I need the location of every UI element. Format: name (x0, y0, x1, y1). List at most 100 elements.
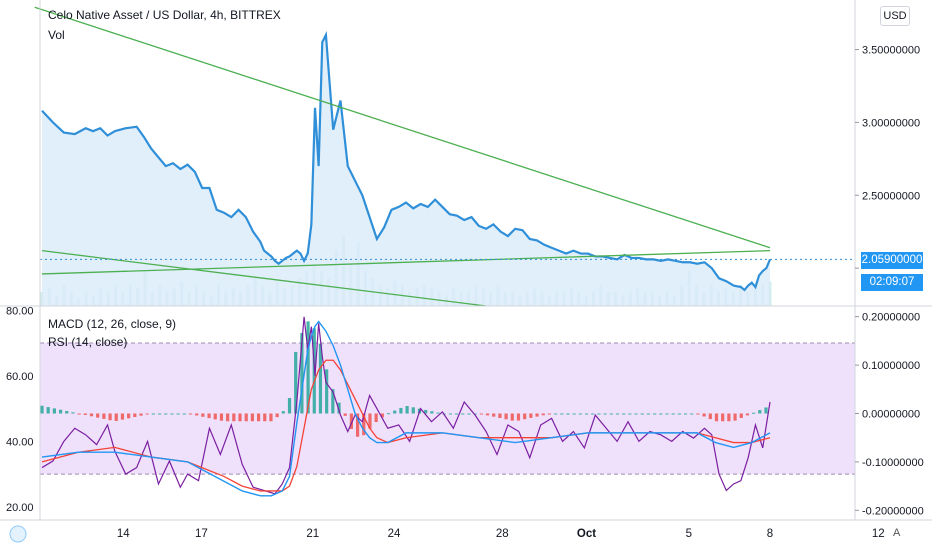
macd-histogram-bar (603, 413, 607, 415)
time-tick-label: 14 (117, 528, 130, 540)
macd-histogram-bar (176, 413, 180, 415)
macd-histogram-bar (275, 413, 279, 418)
macd-histogram-bar (578, 413, 582, 415)
price-tick-label: 3.50000000 (862, 45, 920, 57)
macd-histogram-bar (114, 413, 118, 421)
macd-histogram-bar (535, 413, 539, 417)
macd-tick-label: 0.10000000 (862, 360, 920, 372)
macd-line (41, 320, 771, 497)
macd-histogram-bar (281, 411, 285, 414)
macd-histogram-bar (96, 413, 100, 418)
macd-histogram-bar (226, 413, 230, 422)
macd-histogram-bar (690, 413, 694, 415)
macd-histogram-bar (646, 413, 651, 415)
macd-histogram-bar (325, 369, 329, 414)
macd-histogram-bar (399, 407, 403, 414)
macd-histogram-bar (653, 413, 657, 415)
time-tick-label: 5 (686, 528, 692, 540)
macd-histogram-bar (355, 413, 360, 437)
macd-histogram-bar (65, 411, 69, 414)
macd-histogram-bar (572, 413, 576, 415)
volume-label: Vol (48, 28, 65, 42)
time-tick-label: 28 (496, 528, 509, 540)
macd-histogram-bar (479, 413, 483, 415)
macd-histogram-bar (752, 412, 756, 414)
macd-histogram-bar (436, 412, 440, 414)
macd-histogram-bar (702, 413, 706, 417)
macd-histogram-bar (300, 332, 304, 414)
macd-histogram-bar (386, 413, 391, 415)
macd-histogram-bar (362, 413, 366, 436)
macd-histogram-bar (677, 413, 681, 415)
currency-button[interactable]: USD (880, 6, 910, 26)
macd-histogram-bar (244, 413, 248, 422)
macd-histogram-bar (108, 413, 112, 421)
price-area (42, 34, 770, 306)
macd-histogram-bar (343, 413, 347, 416)
price-tick-label: 3.00000000 (862, 117, 920, 129)
price-tick-label: 2.50000000 (862, 190, 920, 202)
macd-histogram-bar (77, 413, 81, 415)
macd-histogram-bar (250, 413, 254, 422)
time-tick-label: 12 (872, 528, 885, 540)
macd-histogram-bar (170, 413, 174, 415)
macd-histogram-bar (733, 413, 737, 421)
auto-scale-button[interactable]: A (893, 527, 901, 539)
macd-histogram-bar (498, 413, 502, 418)
macd-histogram-bar (628, 413, 632, 415)
time-tick-label: 8 (767, 528, 773, 540)
macd-histogram-bar (337, 402, 341, 414)
macd-legend[interactable]: MACD (12, 26, close, 9) (48, 317, 177, 331)
macd-histogram-bar (213, 413, 217, 420)
macd-histogram-bar (188, 413, 193, 415)
macd-histogram-bar (696, 413, 700, 415)
macd-histogram-bar (40, 405, 44, 414)
macd-histogram-bar (671, 413, 675, 415)
macd-histogram-bar (554, 413, 558, 415)
time-tick-label: 21 (306, 528, 319, 540)
macd-histogram-bar (739, 413, 743, 418)
macd-tick-label: -0.20000000 (862, 505, 924, 517)
rsi-tick-label: 20.00 (6, 502, 34, 514)
macd-histogram-bar (510, 413, 514, 421)
price-pane (34, 6, 855, 307)
macd-histogram-bar (615, 413, 620, 415)
macd-histogram-bar (120, 413, 125, 420)
macd-histogram-bar (232, 413, 236, 422)
macd-histogram-bar (640, 413, 644, 415)
rsi-band (40, 343, 855, 475)
macd-histogram-bar (591, 413, 595, 415)
trendline (34, 6, 771, 249)
macd-histogram-bar (263, 413, 267, 422)
macd-histogram-bar (448, 413, 453, 415)
macd-histogram-bar (182, 413, 186, 415)
macd-histogram-bar (467, 413, 471, 415)
macd-histogram-bar (71, 412, 75, 414)
macd-histogram-bar (151, 413, 155, 415)
macd-tick-label: -0.10000000 (862, 457, 924, 469)
macd-histogram-bar (566, 413, 570, 415)
rsi-tick-label: 60.00 (6, 371, 34, 383)
last-price-tag: 2.05900000 (861, 252, 923, 269)
macd-histogram-bar (349, 413, 353, 429)
macd-histogram-bar (139, 413, 143, 416)
macd-histogram-bar (745, 413, 750, 416)
macd-histogram-bar (547, 413, 552, 415)
macd-histogram-bar (454, 413, 459, 415)
macd-histogram-bar (133, 413, 137, 417)
macd-histogram-bar (492, 413, 496, 417)
macd-histogram-bar (584, 413, 589, 415)
macd-histogram-bar (374, 413, 378, 423)
macd-tick-label: 0.20000000 (862, 312, 920, 324)
macd-histogram-bar (727, 413, 731, 422)
macd-histogram-bar (46, 407, 50, 414)
macd-histogram-bar (430, 411, 434, 414)
macd-histogram-bar (634, 413, 638, 415)
bar-countdown-tag: 02:09:07 (861, 274, 923, 291)
rsi-legend[interactable]: RSI (14, close) (48, 335, 128, 349)
macd-histogram-bar (708, 413, 712, 420)
tradingview-logo-icon (8, 524, 28, 549)
macd-histogram-bar (541, 413, 545, 416)
